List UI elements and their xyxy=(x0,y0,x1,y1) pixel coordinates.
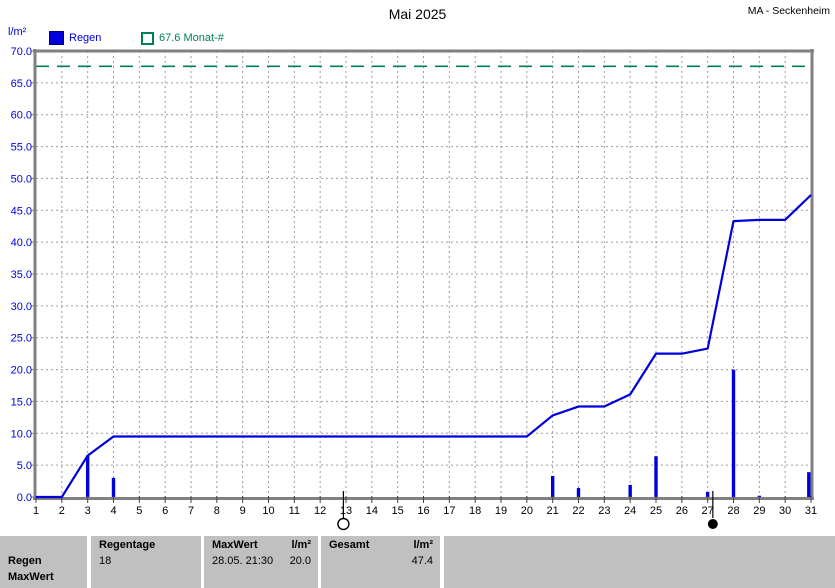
y-tick-label: 25.0 xyxy=(11,333,32,345)
x-tick-label: 24 xyxy=(624,505,636,517)
y-tick-label: 0.0 xyxy=(17,492,32,504)
maxwert-value: 20.0 xyxy=(289,555,311,567)
row-label-maxwert: MaxWert xyxy=(8,571,54,583)
y-tick-label: 70.0 xyxy=(11,46,32,58)
rain-chart-plot: 0.0 5.0 10.0 15.0 20.0 25.0 30.0 35.0 40.0 45.0 50… xyxy=(11,46,817,531)
x-tick-label: 14 xyxy=(366,505,378,517)
legend-item-regen: Regen xyxy=(49,31,101,45)
y-tick-label: 60.0 xyxy=(11,110,32,122)
legend-regen-label: Regen xyxy=(69,32,102,44)
regentage-cell: Regentage 18 xyxy=(91,536,201,588)
x-tick-label: 4 xyxy=(110,505,116,517)
y-tick-label: 10.0 xyxy=(11,428,32,440)
y-axis-unit-label: l/m² xyxy=(8,26,27,38)
maxwert-unit-header: l/m² xyxy=(291,539,311,551)
full-moon-icon xyxy=(337,517,350,531)
regentage-header: Regentage xyxy=(99,539,156,551)
x-tick-label: 29 xyxy=(753,505,765,517)
y-tick-label: 15.0 xyxy=(11,396,32,408)
station-label: MA - Seckenheim xyxy=(747,5,830,17)
x-tick-label: 6 xyxy=(162,505,168,517)
cumulative-rain-line xyxy=(36,194,812,499)
y-tick-label: 50.0 xyxy=(11,173,32,185)
y-tick-label: 65.0 xyxy=(11,78,32,90)
maxwert-cell: MaxWert l/m² 28.05. 21:30 20.0 xyxy=(204,536,318,588)
x-tick-label: 2 xyxy=(59,505,65,517)
x-tick-label: 22 xyxy=(572,505,584,517)
y-tick-label: 35.0 xyxy=(11,269,32,281)
x-tick-label: 8 xyxy=(214,505,220,517)
x-tick-label: 18 xyxy=(469,505,481,517)
x-tick-label: 27 xyxy=(702,505,714,517)
y-tick-label: 30.0 xyxy=(11,301,32,313)
regen-swatch-icon xyxy=(49,31,64,45)
legend-monat-referenz-label: 67.6 Monat-# xyxy=(159,32,224,44)
x-tick-label: 17 xyxy=(443,505,455,517)
x-tick-label: 30 xyxy=(779,505,791,517)
row-label-regen: Regen xyxy=(8,555,42,567)
x-tick-label: 26 xyxy=(676,505,688,517)
summary-panel: Regen MaxWert Regentage 18 MaxWert l/m² … xyxy=(0,536,835,588)
x-tick-label: 11 xyxy=(289,505,300,517)
x-tick-label: 16 xyxy=(417,505,429,517)
new-moon-icon xyxy=(707,519,718,529)
summary-row-labels-cell: Regen MaxWert xyxy=(0,536,87,588)
y-tick-label: 40.0 xyxy=(11,237,32,249)
x-tick-label: 10 xyxy=(262,505,274,517)
x-tick-label: 23 xyxy=(598,505,610,517)
x-tick-label: 12 xyxy=(314,505,326,517)
x-tick-label: 21 xyxy=(547,505,559,517)
gesamt-value: 47.4 xyxy=(411,555,433,567)
x-tick-label: 20 xyxy=(521,505,533,517)
legend-item-monat-referenz: 67.6 Monat-# xyxy=(141,31,224,45)
x-tick-label: 1 xyxy=(33,505,39,517)
x-tick-label: 9 xyxy=(240,505,246,517)
maxwert-header: MaxWert xyxy=(212,539,258,551)
x-tick-label: 5 xyxy=(136,505,142,517)
y-tick-label: 55.0 xyxy=(11,142,32,154)
page-title: Mai 2025 xyxy=(388,6,447,22)
summary-empty-cell xyxy=(444,536,835,588)
x-tick-label: 25 xyxy=(650,505,662,517)
monat-referenz-swatch-icon xyxy=(141,32,154,45)
y-tick-label: 5.0 xyxy=(17,460,32,472)
x-tick-label: 19 xyxy=(495,505,507,517)
gesamt-unit-header: l/m² xyxy=(413,539,433,551)
x-tick-label: 7 xyxy=(188,505,194,517)
y-tick-label: 45.0 xyxy=(11,205,32,217)
x-tick-label: 15 xyxy=(392,505,404,517)
gesamt-cell: Gesamt l/m² 47.4 xyxy=(321,536,440,588)
x-tick-label: 13 xyxy=(340,505,352,517)
regentage-value: 18 xyxy=(99,555,112,567)
x-tick-label: 31 xyxy=(805,505,817,517)
gesamt-header: Gesamt xyxy=(329,539,370,551)
maxwert-datetime-value: 28.05. 21:30 xyxy=(212,555,274,567)
x-tick-label: 28 xyxy=(727,505,739,517)
x-tick-label: 3 xyxy=(85,505,91,517)
y-tick-label: 20.0 xyxy=(11,365,32,377)
